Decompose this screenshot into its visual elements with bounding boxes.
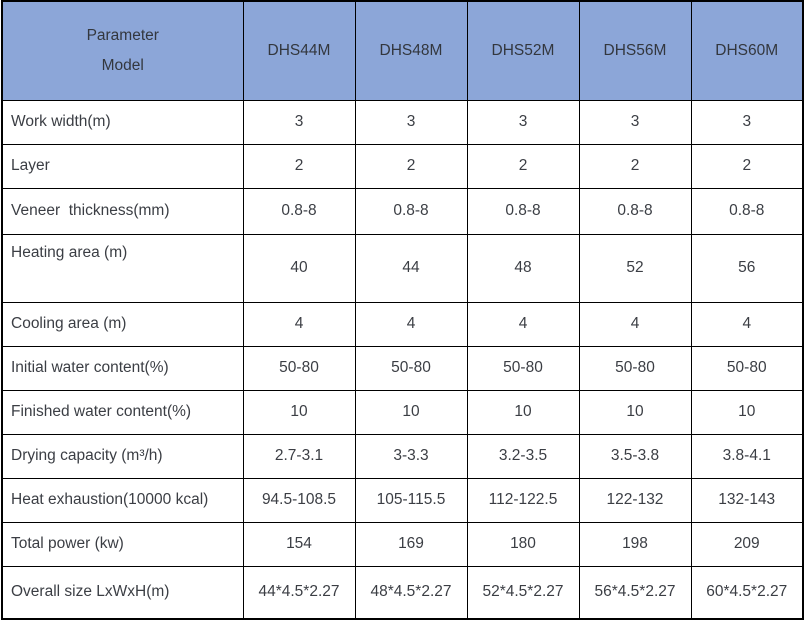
table-row-heat-exhaustion: Heat exhaustion(10000 kcal) 94.5-108.5 1…	[1, 477, 804, 523]
row-label: Initial water content(%)	[1, 345, 244, 391]
cell-value: 2	[578, 143, 692, 189]
cell-value: 169	[354, 521, 468, 567]
cell-value: 3	[690, 99, 804, 145]
table-row-overall-size: Overall size LxWxH(m) 44*4.5*2.27 48*4.5…	[1, 565, 804, 620]
row-label: Veneer thickness(mm)	[1, 187, 244, 235]
cell-value: 0.8-8	[578, 187, 692, 235]
cell-value: 60*4.5*2.27	[690, 565, 804, 620]
table-row-veneer-thickness: Veneer thickness(mm) 0.8-8 0.8-8 0.8-8 0…	[1, 187, 804, 235]
cell-value: 4	[242, 301, 356, 347]
cell-value: 10	[354, 389, 468, 435]
cell-value: 44	[354, 233, 468, 303]
row-label: Layer	[1, 143, 244, 189]
cell-value: 48	[466, 233, 580, 303]
model-header-dhs60m: DHS60M	[690, 0, 804, 101]
cell-value: 40	[242, 233, 356, 303]
cell-value: 209	[690, 521, 804, 567]
cell-value: 52	[578, 233, 692, 303]
cell-value: 3.5-3.8	[578, 433, 692, 479]
cell-value: 0.8-8	[242, 187, 356, 235]
cell-value: 3.2-3.5	[466, 433, 580, 479]
model-header-dhs48m: DHS48M	[354, 0, 468, 101]
cell-value: 50-80	[466, 345, 580, 391]
cell-value: 132-143	[690, 477, 804, 523]
table-row-work-width: Work width(m) 3 3 3 3 3	[1, 99, 804, 145]
row-label: Total power (kw)	[1, 521, 244, 567]
cell-value: 0.8-8	[690, 187, 804, 235]
row-label: Heating area (m)	[1, 233, 244, 303]
row-label: Work width(m)	[1, 99, 244, 145]
model-header-dhs56m: DHS56M	[578, 0, 692, 101]
cell-value: 3-3.3	[354, 433, 468, 479]
table-row-finished-water-content: Finished water content(%) 10 10 10 10 10	[1, 389, 804, 435]
cell-value: 10	[578, 389, 692, 435]
cell-value: 4	[466, 301, 580, 347]
table-row-layer: Layer 2 2 2 2 2	[1, 143, 804, 189]
table-row-drying-capacity: Drying capacity (m³/h) 2.7-3.1 3-3.3 3.2…	[1, 433, 804, 479]
corner-header-line2: Model	[101, 56, 144, 74]
cell-value: 10	[466, 389, 580, 435]
row-label: Overall size LxWxH(m)	[1, 565, 244, 620]
cell-value: 4	[578, 301, 692, 347]
cell-value: 3	[242, 99, 356, 145]
cell-value: 4	[690, 301, 804, 347]
cell-value: 56*4.5*2.27	[578, 565, 692, 620]
cell-value: 180	[466, 521, 580, 567]
cell-value: 154	[242, 521, 356, 567]
row-label: Heat exhaustion(10000 kcal)	[1, 477, 244, 523]
cell-value: 2	[466, 143, 580, 189]
cell-value: 122-132	[578, 477, 692, 523]
cell-value: 0.8-8	[466, 187, 580, 235]
cell-value: 50-80	[690, 345, 804, 391]
row-label: Drying capacity (m³/h)	[1, 433, 244, 479]
table-row-total-power: Total power (kw) 154 169 180 198 209	[1, 521, 804, 567]
cell-value: 50-80	[242, 345, 356, 391]
header-row: Parameter Model DHS44M DHS48M DHS52M DHS…	[1, 0, 804, 101]
cell-value: 0.8-8	[354, 187, 468, 235]
cell-value: 48*4.5*2.27	[354, 565, 468, 620]
cell-value: 198	[578, 521, 692, 567]
corner-header-cell: Parameter Model	[1, 0, 244, 101]
cell-value: 56	[690, 233, 804, 303]
cell-value: 3	[578, 99, 692, 145]
cell-value: 3	[466, 99, 580, 145]
cell-value: 2.7-3.1	[242, 433, 356, 479]
cell-value: 2	[354, 143, 468, 189]
corner-header-line1: Parameter	[86, 26, 159, 44]
table-row-initial-water-content: Initial water content(%) 50-80 50-80 50-…	[1, 345, 804, 391]
cell-value: 3	[354, 99, 468, 145]
cell-value: 50-80	[354, 345, 468, 391]
row-label: Cooling area (m)	[1, 301, 244, 347]
spec-table: Parameter Model DHS44M DHS48M DHS52M DHS…	[1, 0, 804, 620]
cell-value: 2	[690, 143, 804, 189]
cell-value: 4	[354, 301, 468, 347]
row-label: Finished water content(%)	[1, 389, 244, 435]
table-row-heating-area: Heating area (m) 40 44 48 52 56	[1, 233, 804, 303]
table-row-cooling-area: Cooling area (m) 4 4 4 4 4	[1, 301, 804, 347]
cell-value: 50-80	[578, 345, 692, 391]
model-header-dhs52m: DHS52M	[466, 0, 580, 101]
cell-value: 105-115.5	[354, 477, 468, 523]
cell-value: 112-122.5	[466, 477, 580, 523]
cell-value: 10	[690, 389, 804, 435]
cell-value: 2	[242, 143, 356, 189]
cell-value: 52*4.5*2.27	[466, 565, 580, 620]
model-header-dhs44m: DHS44M	[242, 0, 356, 101]
cell-value: 10	[242, 389, 356, 435]
cell-value: 3.8-4.1	[690, 433, 804, 479]
cell-value: 44*4.5*2.27	[242, 565, 356, 620]
cell-value: 94.5-108.5	[242, 477, 356, 523]
